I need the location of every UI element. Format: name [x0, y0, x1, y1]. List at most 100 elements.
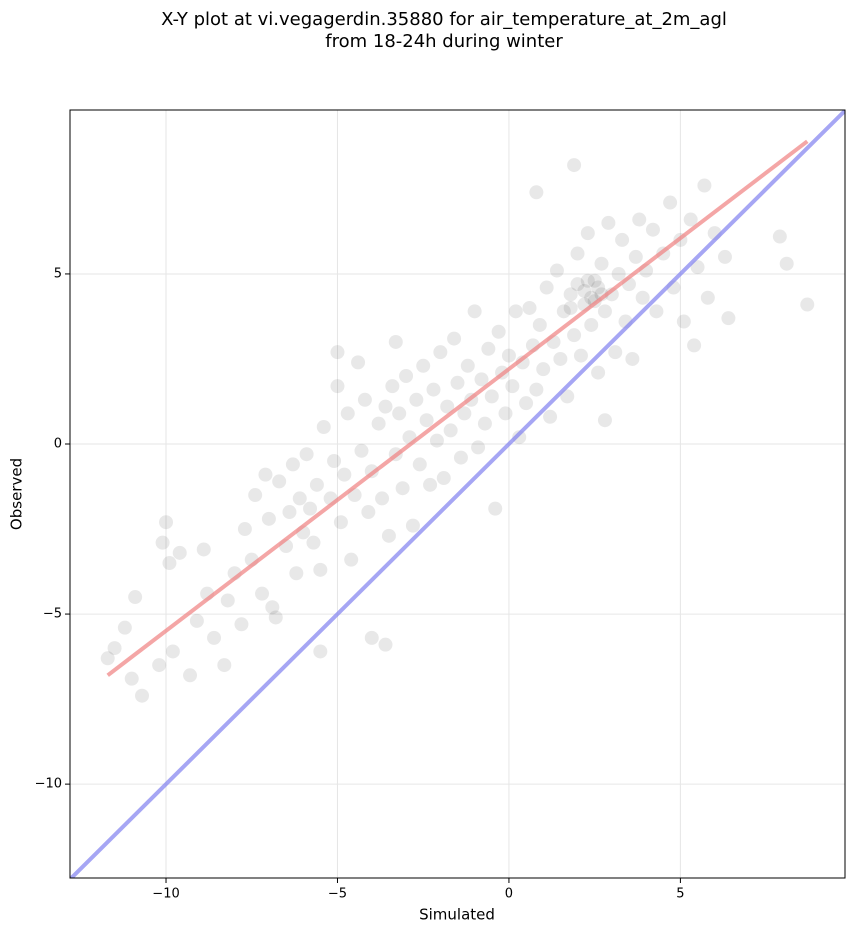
point: [330, 345, 345, 360]
point: [306, 535, 321, 550]
point: [584, 317, 599, 332]
point: [405, 518, 420, 533]
point: [645, 222, 660, 237]
point: [351, 355, 366, 370]
point: [237, 522, 252, 537]
point: [450, 375, 465, 390]
point: [217, 658, 232, 673]
point: [234, 617, 249, 632]
point: [261, 511, 276, 526]
point: [268, 610, 283, 625]
point: [601, 215, 616, 230]
point: [457, 406, 472, 421]
point: [337, 467, 352, 482]
point: [543, 409, 558, 424]
point: [580, 226, 595, 241]
point: [567, 158, 582, 173]
y-tick-label: −10: [35, 777, 62, 792]
point: [587, 273, 602, 288]
point: [395, 481, 410, 496]
x-tick-label: −10: [152, 887, 179, 902]
point: [128, 590, 143, 605]
point: [378, 637, 393, 652]
point: [570, 277, 585, 292]
point: [100, 651, 115, 666]
point: [608, 345, 623, 360]
point: [501, 348, 516, 363]
point: [309, 477, 324, 492]
point: [313, 562, 328, 577]
point: [152, 658, 167, 673]
point: [333, 515, 348, 530]
point: [344, 552, 359, 567]
y-tick-label: 5: [54, 266, 62, 281]
point: [560, 389, 575, 404]
point: [282, 505, 297, 520]
point: [135, 688, 150, 703]
point: [721, 311, 736, 326]
point: [258, 467, 273, 482]
point: [635, 290, 650, 305]
point: [597, 304, 612, 319]
point: [477, 416, 492, 431]
point: [419, 413, 434, 428]
point: [649, 304, 664, 319]
point: [265, 600, 280, 615]
point: [289, 566, 304, 581]
point: [594, 256, 609, 271]
point: [522, 300, 537, 315]
point: [371, 416, 386, 431]
plot-area: [70, 110, 845, 878]
point: [663, 195, 678, 210]
point: [399, 368, 414, 383]
chart-title: X-Y plot at vi.vegagerdin.35880 for air_…: [161, 9, 727, 30]
point: [573, 348, 588, 363]
point: [532, 317, 547, 332]
point: [556, 304, 571, 319]
point: [354, 443, 369, 458]
point: [361, 505, 376, 520]
point: [412, 457, 427, 472]
point: [539, 280, 554, 295]
point: [563, 300, 578, 315]
point: [357, 392, 372, 407]
point: [172, 545, 187, 560]
point: [484, 389, 499, 404]
point: [505, 379, 520, 394]
y-tick-label: 0: [54, 437, 62, 452]
point: [597, 413, 612, 428]
y-axis-label: Observed: [8, 458, 26, 530]
x-tick-label: 5: [676, 887, 684, 902]
point: [385, 379, 400, 394]
point: [447, 331, 462, 346]
point: [467, 304, 482, 319]
point: [779, 256, 794, 271]
point: [272, 474, 287, 489]
point: [299, 447, 314, 462]
point: [381, 528, 396, 543]
point: [313, 644, 328, 659]
point: [474, 372, 489, 387]
point: [591, 365, 606, 380]
point: [471, 440, 486, 455]
point: [498, 406, 513, 421]
point: [563, 287, 578, 302]
point: [426, 382, 441, 397]
point: [440, 399, 455, 414]
point: [519, 396, 534, 411]
point: [409, 392, 424, 407]
point: [567, 328, 582, 343]
x-tick-label: −5: [328, 887, 347, 902]
point: [207, 630, 222, 645]
point: [611, 266, 626, 281]
point: [536, 362, 551, 377]
point: [340, 406, 355, 421]
plot-frame: [69, 109, 846, 879]
point: [303, 501, 318, 516]
point: [155, 535, 170, 550]
point: [615, 232, 630, 247]
point: [117, 620, 132, 635]
point: [529, 382, 544, 397]
point: [690, 260, 705, 275]
